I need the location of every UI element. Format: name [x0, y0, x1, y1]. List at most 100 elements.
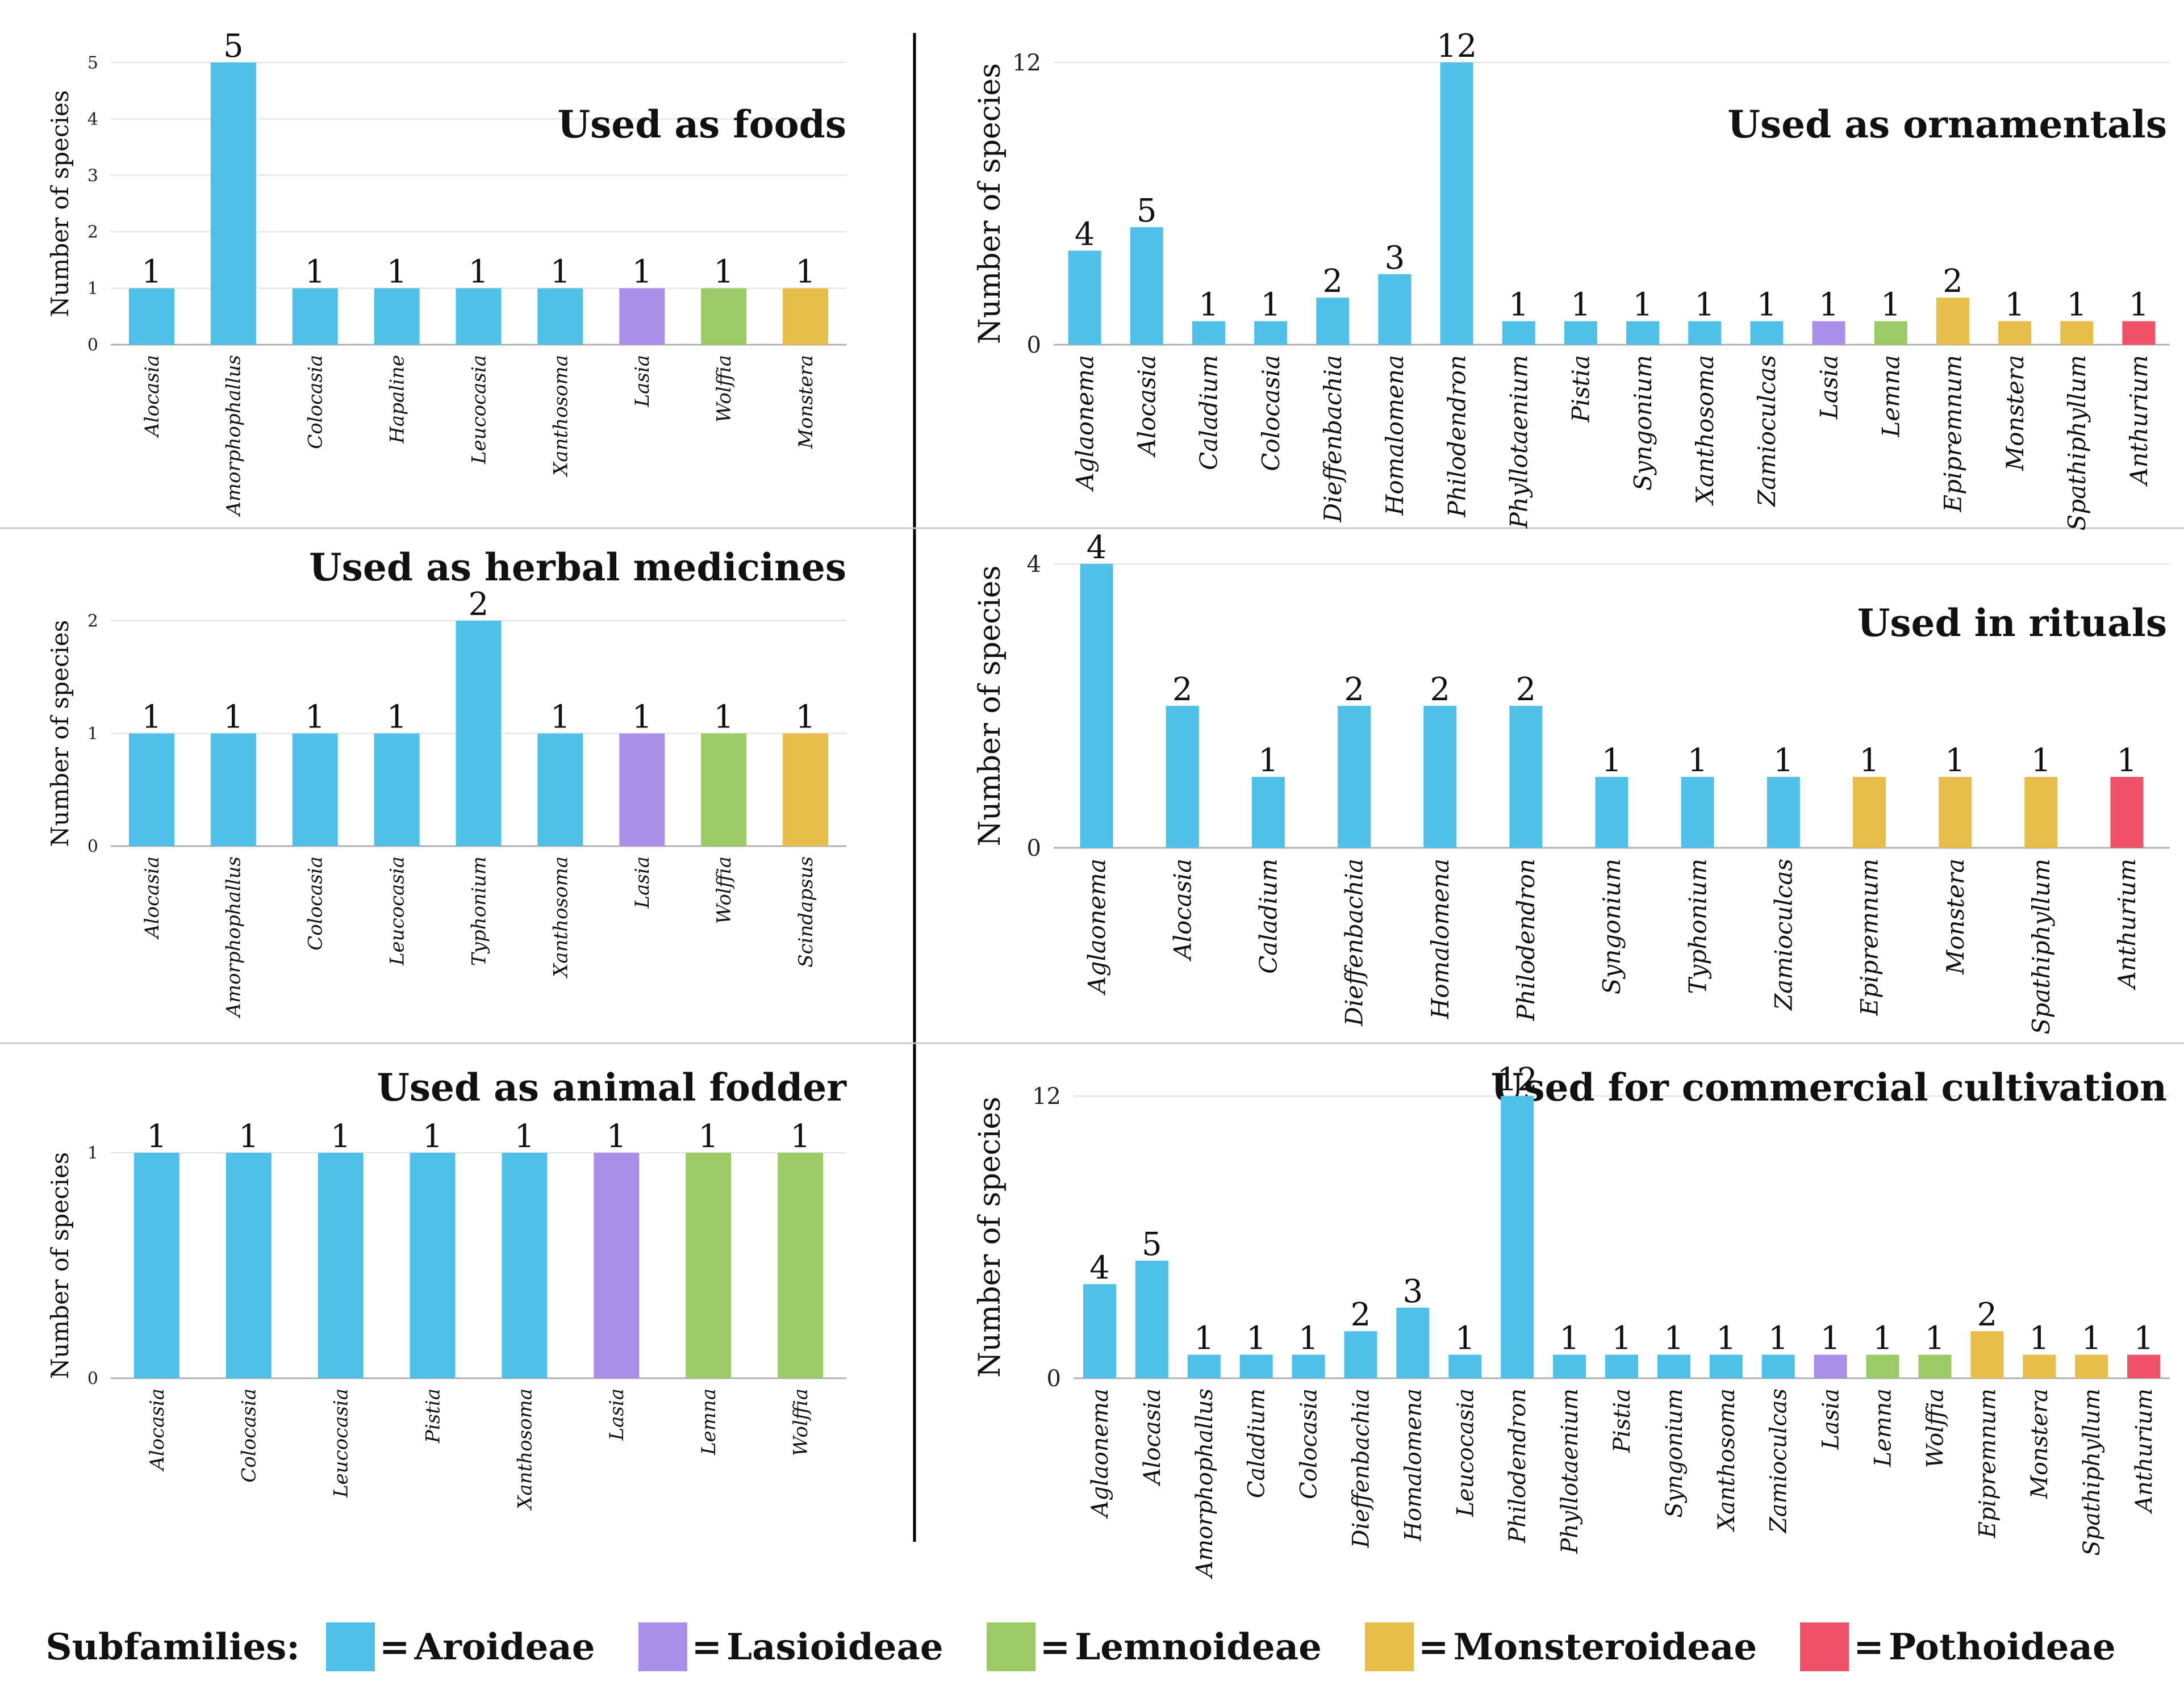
chart0-bar-leucocasia — [456, 288, 502, 345]
chart5-bar-lemna — [1866, 1354, 1899, 1378]
chart5-x-tick-label: Lemna — [1870, 1388, 1897, 1467]
chart2-y-axis-label: Number of species — [46, 620, 74, 847]
chart1-x-tick-label: Spathiphyllum — [2063, 355, 2091, 530]
chart1-x-tick-label: Lemna — [1877, 355, 1905, 438]
chart3-data-label-typhonium: 1 — [1688, 742, 1708, 779]
chart4-data-label-leucocasia: 1 — [331, 1118, 351, 1155]
chart3-x-tick-label: Aglaonema — [1083, 859, 1110, 996]
legend-equals: = — [1418, 1625, 1449, 1668]
chart2-x-tick-label: Colocasia — [304, 856, 327, 951]
chart0-data-label-lasia: 1 — [632, 254, 652, 291]
chart3-bar-homalomena — [1423, 706, 1457, 848]
chart0-data-label-monstera: 1 — [795, 254, 816, 291]
chart2-x-tick-label: Xanthosoma — [549, 856, 572, 979]
chart2-x-tick-label: Amorphophallus — [223, 856, 245, 1019]
chart5-data-label-xanthosoma: 1 — [1716, 1320, 1736, 1357]
chart5-x-tick-label: Amorphophallus — [1192, 1388, 1218, 1580]
chart4-bar-leucocasia — [318, 1153, 364, 1378]
chart1-bar-pistia — [1564, 321, 1597, 345]
chart5-data-label-monstera: 1 — [2029, 1320, 2049, 1357]
chart5-x-tick-label: Lasia — [1818, 1388, 1844, 1450]
chart5-x-tick-label: Syngonium — [1661, 1388, 1688, 1518]
chart5-data-label-phyllotaenium: 1 — [1559, 1320, 1580, 1357]
chart3-data-label-monstera: 1 — [1945, 742, 1965, 779]
chart5-data-label-lemna: 1 — [1873, 1320, 1893, 1357]
chart5-data-label-spathiphyllum: 1 — [2081, 1320, 2102, 1357]
chart3-data-label-alocasia: 2 — [1172, 671, 1193, 708]
chart2-x-tick-label: Typhonium — [467, 856, 490, 966]
chart5-data-label-aglaonema: 4 — [1089, 1249, 1110, 1286]
chart1-x-tick-label: Dieffenbachia — [1319, 355, 1347, 523]
chart5-bar-pistia — [1605, 1354, 1638, 1378]
chart2-bar-amorphophallus — [210, 733, 256, 846]
chart1-data-label-monstera: 1 — [2005, 287, 2025, 324]
chart0-data-label-amorphophallus: 5 — [223, 28, 244, 65]
chart1-data-label-phyllotaenium: 1 — [1509, 287, 1529, 324]
legend-label-lemnoideae: Lemnoideae — [1075, 1625, 1322, 1668]
chart3-bar-monstera — [1939, 777, 1972, 848]
chart5-bar-lasia — [1814, 1354, 1847, 1378]
chart1-bar-colocasia — [1254, 321, 1288, 345]
chart4-bar-wolffia — [778, 1153, 824, 1378]
chart1-x-tick-label: Caladium — [1195, 355, 1223, 470]
chart5-x-tick-label: Zamioculcas — [1766, 1388, 1792, 1534]
chart5-x-tick-label: Xanthosoma — [1714, 1388, 1740, 1532]
chart1-title: Used as ornamentals — [1727, 102, 2167, 147]
chart5-y-tick-label: 0 — [1047, 1366, 1061, 1392]
chart3-x-tick-label: Zamioculcas — [1770, 859, 1798, 1011]
chart4-x-tick-label: Pistia — [421, 1388, 444, 1444]
chart0-bar-colocasia — [292, 288, 338, 345]
chart3-bar-philodendron — [1509, 706, 1543, 848]
chart4-x-tick-label: Leucocasia — [330, 1388, 353, 1498]
chart3-data-label-dieffenbachia: 2 — [1344, 671, 1364, 708]
chart2-data-label-scindapsus: 1 — [795, 699, 816, 736]
chart3-bar-syngonium — [1595, 777, 1628, 848]
legend-swatch-lasioideae — [638, 1622, 687, 1671]
chart1-bar-anthurium — [2122, 321, 2156, 345]
chart5-bar-epipremnum — [1970, 1331, 2004, 1378]
chart4-data-label-colocasia: 1 — [239, 1118, 259, 1155]
chart1-data-label-lemna: 1 — [1881, 287, 1901, 324]
chart5-data-label-homalomena: 3 — [1403, 1273, 1423, 1310]
chart5-x-tick-label: Alocasia — [1139, 1388, 1166, 1487]
chart0-data-label-alocasia: 1 — [141, 254, 162, 291]
chart5-x-tick-label: Leucocasia — [1452, 1388, 1479, 1517]
chart5-bar-amorphophallus — [1187, 1354, 1221, 1378]
chart4-data-label-lemna: 1 — [698, 1118, 719, 1155]
chart4-data-label-lasia: 1 — [606, 1118, 627, 1155]
chart1-x-tick-label: Lasia — [1815, 355, 1843, 420]
chart4-bar-lasia — [594, 1153, 640, 1378]
legend-title: Subfamilies: — [45, 1625, 300, 1668]
chart1-data-label-anthurium: 1 — [2129, 287, 2149, 324]
chart0-data-label-wolffia: 1 — [713, 254, 734, 291]
chart2-x-tick-label: Leucocasia — [386, 856, 409, 966]
chart2-data-label-xanthosoma: 1 — [550, 699, 571, 736]
chart1-data-label-lasia: 1 — [1819, 287, 1839, 324]
chart1-bar-homalomena — [1378, 274, 1412, 345]
chart3-bar-zamioculcas — [1767, 777, 1800, 848]
chart2-x-tick-label: Alocasia — [141, 856, 164, 940]
chart3-bar-epipremnum — [1852, 777, 1886, 848]
chart5-x-tick-label: Caladium — [1244, 1388, 1270, 1498]
chart0-x-tick-label: Leucocasia — [467, 355, 490, 465]
legend-label-pothoideae: Pothoideae — [1888, 1625, 2116, 1668]
chart5-x-tick-label: Monstera — [2027, 1388, 2053, 1499]
chart4-bar-pistia — [410, 1153, 456, 1378]
chart4-x-tick-label: Alocasia — [146, 1388, 169, 1472]
chart1-data-label-xanthosoma: 1 — [1694, 287, 1715, 324]
chart0-y-tick-label: 2 — [87, 223, 98, 242]
chart5-bar-dieffenbachia — [1344, 1331, 1377, 1378]
chart5-bar-monstera — [2023, 1354, 2056, 1378]
chart3-x-tick-label: Philodendron — [1512, 859, 1540, 1022]
chart0-bar-monstera — [783, 288, 829, 345]
chart5-bar-syngonium — [1657, 1354, 1690, 1378]
chart1-x-tick-label: Xanthosoma — [1691, 355, 1719, 506]
chart3-data-label-spathiphyllum: 1 — [2031, 742, 2051, 779]
chart5-bar-caladium — [1239, 1354, 1273, 1378]
chart5-data-label-syngonium: 1 — [1664, 1320, 1684, 1357]
chart0-x-tick-label: Alocasia — [141, 355, 164, 438]
chart5-bar-wolffia — [1918, 1354, 1952, 1378]
chart1-data-label-colocasia: 1 — [1260, 287, 1281, 324]
chart2-data-label-lasia: 1 — [632, 699, 652, 736]
